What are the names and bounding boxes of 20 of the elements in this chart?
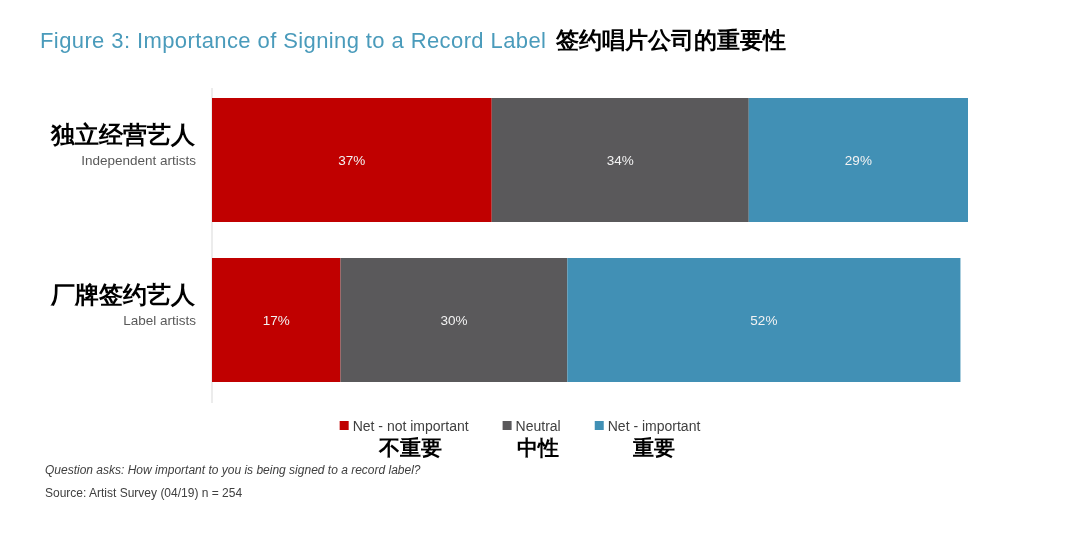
legend-label: 中性: [517, 436, 560, 460]
legend-label: 不重要: [379, 436, 443, 460]
category-label: Independent artists: [81, 153, 196, 168]
category-label: 独立经营艺人: [51, 122, 195, 148]
legend-label: 重要: [633, 436, 676, 460]
legend-label: Net - important: [607, 418, 701, 434]
data-label: 17%: [262, 313, 290, 328]
legend-label: Neutral: [515, 418, 561, 434]
data-label: 29%: [844, 153, 872, 168]
data-label: 52%: [750, 313, 778, 328]
legend-label: Net - not important: [352, 418, 469, 434]
data-label: 30%: [440, 313, 468, 328]
data-label: 37%: [338, 153, 366, 168]
category-label: Label artists: [123, 313, 196, 328]
title: Figure 3: Importance of Signing to a Record Label: [40, 28, 547, 53]
category-label: 厂牌签约艺人: [51, 282, 195, 308]
annotation: Question asks: How important to you is being signed to a record label?: [45, 463, 421, 477]
annotation: Source: Artist Survey (04/19) n = 254: [45, 486, 243, 500]
data-label: 34%: [606, 153, 634, 168]
subtitle: 签约唱片公司的重要性: [556, 28, 787, 53]
